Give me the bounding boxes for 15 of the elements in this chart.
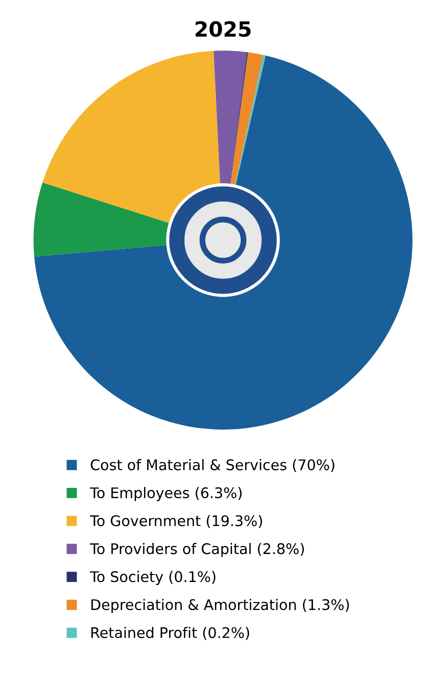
- legend-label: To Providers of Capital (2.8%): [90, 542, 304, 558]
- donut-slice: [34, 182, 169, 257]
- donut-slice: [230, 52, 248, 184]
- legend-label: To Employees (6.3%): [90, 486, 242, 502]
- legend-label: To Society (0.1%): [90, 570, 216, 586]
- donut-slice: [34, 55, 412, 430]
- donut-slice: [235, 54, 266, 185]
- legend-label: Depreciation & Amortization (1.3%): [91, 598, 349, 613]
- donut-slice: [230, 52, 264, 185]
- chart-title: 2025: [196, 21, 251, 37]
- legend-label: Cost of Material & Services (70%): [90, 459, 334, 472]
- legend-label: Retained Profit (0.2%): [91, 626, 250, 640]
- legend-label: To Government (19.3%): [90, 514, 262, 528]
- donut-slice: [42, 50, 220, 223]
- donut-slice: [214, 50, 247, 184]
